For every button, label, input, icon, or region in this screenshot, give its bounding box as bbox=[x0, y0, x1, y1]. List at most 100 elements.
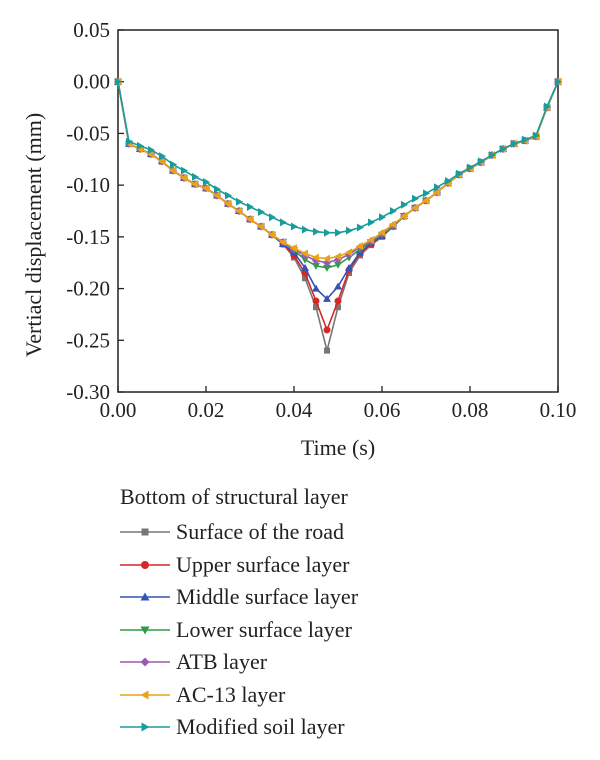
legend-item: Modified soil layer bbox=[120, 711, 358, 744]
data-point bbox=[555, 77, 562, 86]
legend: Bottom of structural layer Surface of th… bbox=[120, 482, 358, 744]
data-point bbox=[356, 242, 363, 251]
data-point bbox=[202, 184, 209, 193]
data-point bbox=[400, 212, 407, 221]
legend-label: Surface of the road bbox=[176, 519, 344, 545]
data-point bbox=[268, 230, 275, 239]
data-point bbox=[522, 135, 529, 144]
series-modified-soil-layer bbox=[115, 77, 562, 237]
data-point bbox=[140, 657, 150, 667]
x-tick-label: 0.00 bbox=[100, 398, 137, 422]
data-point bbox=[335, 304, 341, 311]
y-tick-label: -0.25 bbox=[66, 328, 110, 352]
y-axis-title: Vertiacl displacement (mm) bbox=[21, 113, 46, 357]
data-point bbox=[312, 297, 320, 305]
series-surface-of-the-road bbox=[115, 78, 561, 354]
data-point bbox=[368, 218, 375, 227]
data-point bbox=[323, 294, 331, 302]
y-tick-label: 0.05 bbox=[73, 18, 110, 42]
data-point bbox=[192, 172, 199, 181]
data-point bbox=[511, 139, 518, 148]
data-point bbox=[115, 77, 122, 86]
legend-item: ATB layer bbox=[120, 646, 358, 679]
plot-border bbox=[117, 29, 559, 393]
data-point bbox=[323, 326, 331, 334]
data-point bbox=[140, 626, 150, 635]
data-point bbox=[346, 226, 353, 235]
data-point bbox=[456, 169, 463, 178]
data-point bbox=[334, 252, 341, 261]
data-point bbox=[236, 197, 243, 206]
data-point bbox=[246, 215, 253, 224]
legend-label: Modified soil layer bbox=[176, 714, 345, 740]
data-point bbox=[225, 191, 232, 200]
y-tick-label: -0.20 bbox=[66, 277, 110, 301]
x-tick-label: 0.08 bbox=[452, 398, 489, 422]
data-point bbox=[434, 183, 441, 192]
y-tick-label: 0.00 bbox=[73, 70, 110, 94]
data-point bbox=[478, 157, 485, 166]
data-point bbox=[257, 222, 264, 231]
data-point bbox=[280, 218, 287, 227]
data-point bbox=[224, 199, 231, 208]
data-point bbox=[301, 249, 308, 258]
data-point bbox=[357, 223, 364, 232]
legend-items: Surface of the road Upper surface layer Mi… bbox=[120, 516, 358, 744]
data-point bbox=[312, 253, 319, 262]
data-point bbox=[345, 263, 353, 271]
data-point bbox=[411, 203, 418, 212]
data-point bbox=[247, 202, 254, 211]
data-point bbox=[213, 191, 220, 200]
legend-label: AC-13 layer bbox=[176, 681, 286, 707]
data-point bbox=[148, 145, 155, 154]
data-point bbox=[141, 560, 149, 569]
data-point bbox=[291, 222, 298, 231]
data-point bbox=[379, 213, 386, 222]
data-point bbox=[313, 227, 320, 236]
data-point bbox=[323, 264, 331, 272]
legend-label: Lower surface layer bbox=[176, 616, 352, 642]
x-axis-title: Time (s) bbox=[301, 435, 375, 460]
legend-title: Bottom of structural layer bbox=[120, 484, 348, 509]
data-point bbox=[533, 131, 540, 140]
data-point bbox=[169, 166, 176, 175]
data-point bbox=[489, 151, 496, 160]
data-point bbox=[147, 150, 154, 159]
legend-swatch bbox=[120, 722, 170, 732]
x-tick-label: 0.02 bbox=[188, 398, 225, 422]
data-point bbox=[140, 690, 149, 700]
data-point bbox=[191, 180, 198, 189]
data-point bbox=[423, 189, 430, 198]
legend-item: Middle surface layer bbox=[120, 581, 358, 614]
data-point bbox=[141, 722, 150, 732]
data-point bbox=[324, 347, 330, 354]
data-point bbox=[323, 254, 330, 263]
data-point bbox=[544, 102, 551, 111]
data-point bbox=[334, 297, 342, 305]
data-point bbox=[301, 263, 309, 271]
data-point bbox=[334, 261, 342, 269]
legend-swatch bbox=[120, 657, 170, 667]
data-point bbox=[467, 163, 474, 172]
data-point bbox=[313, 304, 319, 311]
data-point bbox=[302, 275, 308, 282]
data-point bbox=[312, 262, 320, 270]
legend-item: Lower surface layer bbox=[120, 614, 358, 647]
data-point bbox=[389, 220, 396, 229]
data-point bbox=[324, 228, 331, 237]
data-point bbox=[433, 188, 440, 197]
legend-swatch bbox=[120, 626, 170, 635]
data-point bbox=[170, 160, 177, 169]
legend-swatch bbox=[120, 592, 170, 601]
data-point bbox=[126, 137, 133, 146]
legend-item: Upper surface layer bbox=[120, 549, 358, 582]
series-layer bbox=[114, 77, 562, 354]
data-point bbox=[141, 528, 149, 536]
data-point bbox=[269, 213, 276, 222]
data-point bbox=[302, 225, 309, 234]
data-point bbox=[412, 194, 419, 203]
y-tick-label: -0.10 bbox=[66, 173, 110, 197]
data-point bbox=[235, 207, 242, 215]
legend-item: AC-13 layer bbox=[120, 679, 358, 712]
data-point bbox=[140, 592, 150, 601]
